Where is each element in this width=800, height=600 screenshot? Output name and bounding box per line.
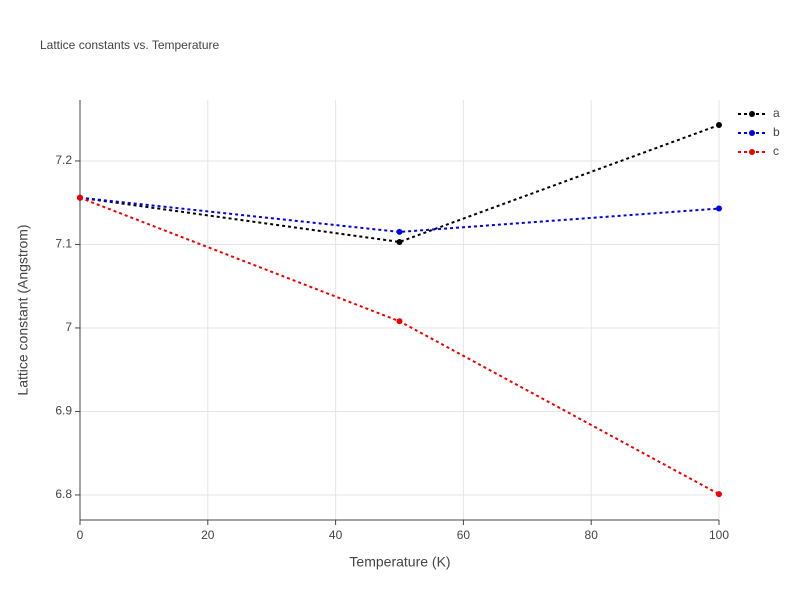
legend-marker bbox=[749, 130, 755, 136]
x-tick-label: 20 bbox=[201, 528, 215, 542]
point bbox=[396, 228, 403, 235]
x-axis-label: Temperature (K) bbox=[349, 554, 450, 570]
y-tick-label: 6.8 bbox=[55, 487, 72, 501]
x-tick-label: 80 bbox=[585, 528, 599, 542]
x-tick-label: 60 bbox=[457, 528, 471, 542]
point bbox=[716, 122, 722, 129]
x-tick-label: 40 bbox=[329, 528, 343, 542]
legend-label: c bbox=[773, 144, 779, 158]
legend-label: b bbox=[773, 125, 780, 139]
point bbox=[716, 205, 722, 212]
y-tick-label: 7 bbox=[65, 320, 72, 334]
x-tick-label: 100 bbox=[709, 528, 729, 542]
point bbox=[396, 238, 403, 245]
y-axis-label: Lattice constant (Angstrom) bbox=[15, 224, 31, 395]
y-tick-label: 6.9 bbox=[55, 404, 72, 418]
x-tick-label: 0 bbox=[77, 528, 84, 542]
chart-title: Lattice constants vs. Temperature bbox=[40, 38, 220, 52]
legend-marker bbox=[749, 111, 755, 117]
y-tick-label: 7.2 bbox=[55, 153, 72, 167]
series-line bbox=[79, 196, 720, 233]
y-tick-label: 7.1 bbox=[55, 237, 72, 251]
point bbox=[396, 318, 403, 325]
legend-label: a bbox=[773, 106, 780, 120]
point bbox=[716, 491, 722, 498]
point bbox=[77, 194, 83, 201]
legend-marker bbox=[749, 149, 755, 155]
series-line bbox=[79, 124, 720, 243]
